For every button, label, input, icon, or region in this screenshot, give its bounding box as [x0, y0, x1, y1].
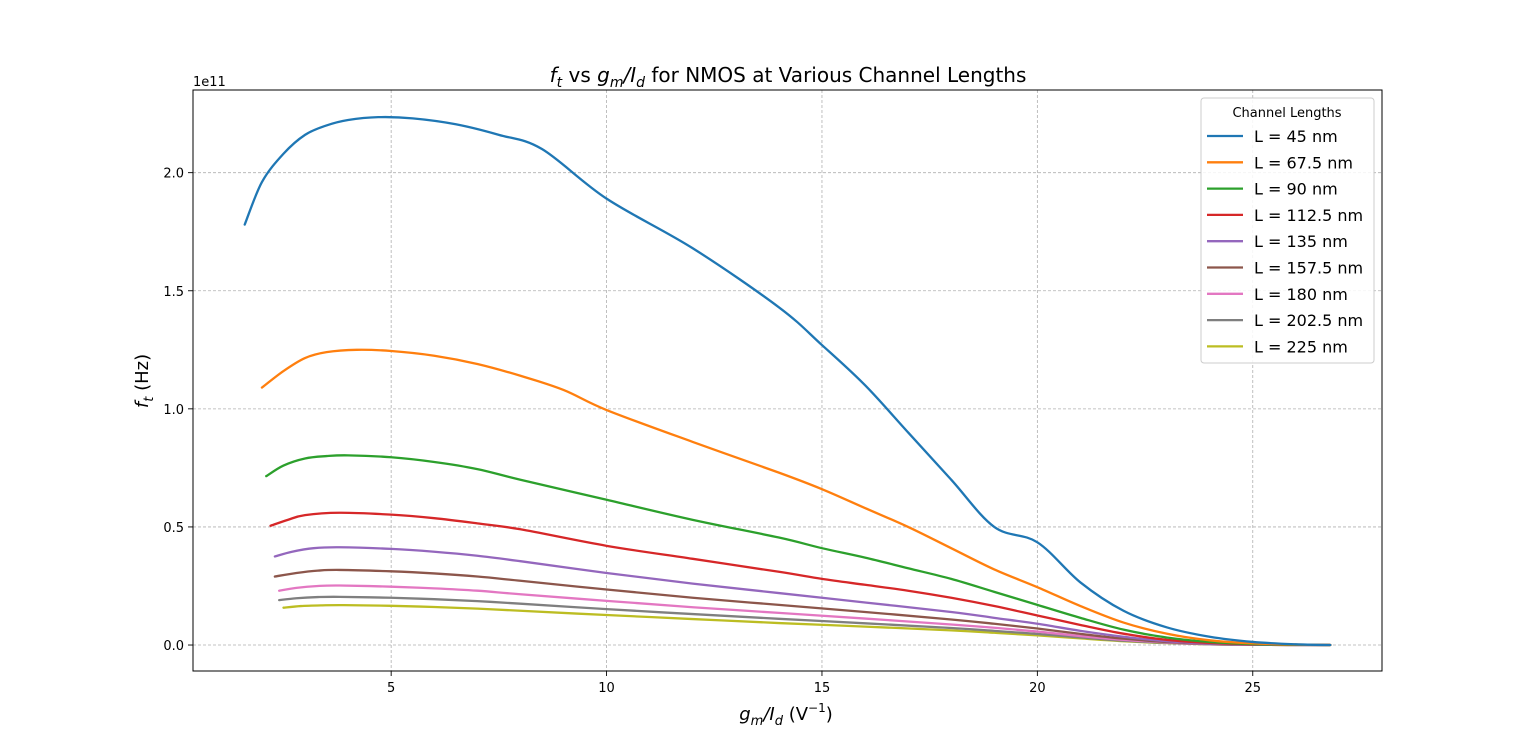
y-tick-label: 1.5 — [163, 285, 184, 300]
y-tick-label: 0.5 — [163, 521, 184, 536]
plot-area-frame — [192, 89, 1383, 672]
legend-label: L = 135 nm — [1254, 232, 1348, 251]
legend-label: L = 180 nm — [1254, 285, 1348, 304]
x-tick-label: 10 — [598, 681, 615, 696]
legend-label: L = 67.5 nm — [1254, 153, 1353, 172]
series-line — [260, 348, 1332, 647]
y-tick-label: 0.0 — [163, 639, 184, 654]
y-offset-text: 1e11 — [193, 75, 226, 90]
grid — [193, 90, 1382, 671]
legend-label: L = 112.5 nm — [1254, 206, 1363, 225]
chart-title: ft vs gm/Id for NMOS at Various Channel … — [550, 63, 1027, 91]
x-axis-label: gm/Id (V−1) — [739, 701, 833, 729]
legend-title: Channel Lengths — [1232, 106, 1341, 121]
legend-label: L = 45 nm — [1254, 127, 1338, 146]
y-axis-label: ft (Hz) — [132, 354, 157, 408]
x-tick-label: 25 — [1244, 681, 1261, 696]
legend-label: L = 90 nm — [1254, 180, 1338, 199]
legend-label: L = 202.5 nm — [1254, 311, 1363, 330]
y-tick-label: 2.0 — [163, 167, 184, 182]
x-tick-label: 5 — [387, 681, 395, 696]
x-tick-label: 20 — [1029, 681, 1046, 696]
legend-label: L = 157.5 nm — [1254, 259, 1363, 278]
x-tick-label: 15 — [814, 681, 831, 696]
legend-items: L = 45 nm L = 67.5 nm L = 90 nm L = 112.5 n… — [1207, 127, 1363, 356]
series-line — [273, 546, 1332, 647]
legend-box — [1200, 97, 1375, 364]
series-line — [269, 511, 1332, 647]
series-layer — [243, 115, 1332, 647]
legend: Channel Lengths L = 45 nmL = 67.5 nmL = … — [1200, 97, 1375, 364]
series-line — [243, 115, 1332, 647]
x-axis-ticks: 5 10 15 20 25 — [387, 671, 1261, 696]
y-axis-ticks: 0.0 0.5 1.0 1.5 2.0 — [163, 167, 193, 654]
legend-label: L = 225 nm — [1254, 337, 1348, 356]
series-line — [265, 454, 1332, 647]
y-tick-label: 1.0 — [163, 403, 184, 418]
